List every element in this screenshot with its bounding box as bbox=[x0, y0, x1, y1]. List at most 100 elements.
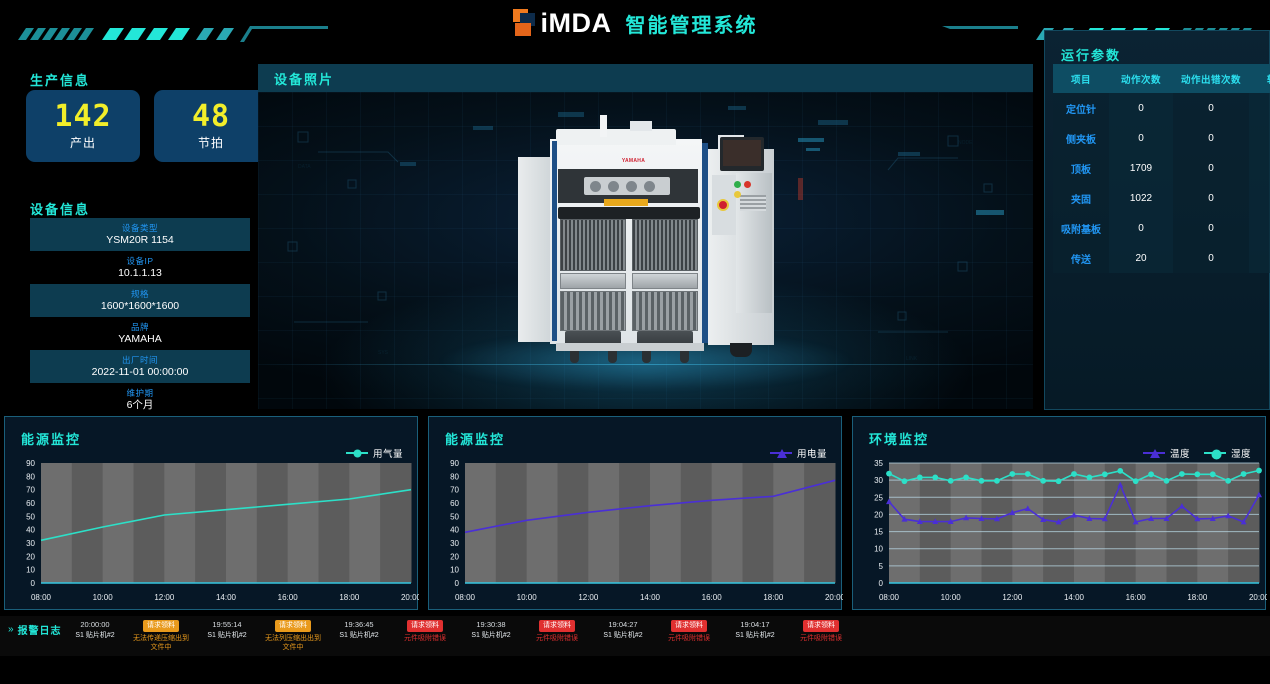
svg-text:0: 0 bbox=[455, 579, 460, 588]
chart-legend-gas: 用气量 bbox=[345, 446, 403, 460]
status-badge: 请求领料 bbox=[407, 620, 443, 632]
table-row[interactable]: 定位针 0 0 1 bbox=[1053, 93, 1270, 123]
param-name: 吸附基板 bbox=[1053, 213, 1109, 243]
list-item[interactable]: 19:55:14 S1 贴片机#2 bbox=[194, 620, 260, 640]
legend-label-power: 用电量 bbox=[796, 449, 827, 460]
svg-text:70: 70 bbox=[450, 486, 459, 495]
param-name: 顶板 bbox=[1053, 153, 1109, 183]
table-row[interactable]: 夹固 1022 0 1 bbox=[1053, 183, 1270, 213]
energy-power-chart-panel: 能源监控 用电量 0 10 20 30 40 50 60 70 80 90 08:00 10:00 12… bbox=[428, 416, 843, 610]
device-photo-panel: 设备照片 bbox=[258, 64, 1033, 409]
alarm-message: 无法列压缩出出到文件中 bbox=[265, 635, 321, 651]
alarm-log-items: 20:00:00 S1 贴片机#2 请求领料 无法传递压缩出到文件中 19:55… bbox=[62, 616, 854, 652]
device-info-title: 设备信息 bbox=[30, 202, 91, 217]
list-item[interactable]: 19:04:17 S1 贴片机#2 bbox=[722, 620, 788, 640]
svg-text:DATA: DATA bbox=[298, 164, 311, 170]
list-item[interactable]: 请求领料 元件吸附错误 bbox=[524, 620, 590, 643]
svg-text:14:00: 14:00 bbox=[1064, 593, 1085, 602]
svg-text:50: 50 bbox=[450, 512, 459, 521]
energy-gas-chart-panel: 能源监控 用气量 0 10 20 30 40 50 60 70 80 90 08:00 10:00 12… bbox=[4, 416, 419, 610]
list-item[interactable]: 19:30:38 S1 贴片机#2 bbox=[458, 620, 524, 640]
list-item[interactable]: 请求领料 无法传递压缩出到文件中 bbox=[128, 620, 194, 652]
device-info-row-maintenance: 维护期 6个月 bbox=[30, 383, 250, 416]
svg-text:30: 30 bbox=[450, 539, 459, 548]
kpi-cards: 142 产出 48 节拍 bbox=[26, 90, 268, 162]
param-track: 1 bbox=[1249, 213, 1270, 243]
legend-item-humidity[interactable]: 湿度 bbox=[1203, 446, 1251, 460]
alarm-log-header[interactable]: » 报警日志 bbox=[0, 616, 62, 637]
svg-text:10:00: 10:00 bbox=[941, 593, 962, 602]
col-header-action-count: 动作次数 bbox=[1109, 64, 1173, 93]
svg-text:90: 90 bbox=[26, 459, 35, 468]
chart-legend-power: 用电量 bbox=[769, 446, 827, 460]
svg-text:12:00: 12:00 bbox=[154, 593, 175, 602]
svg-text:20: 20 bbox=[450, 552, 459, 561]
param-track: 1 bbox=[1249, 153, 1270, 183]
svg-text:60: 60 bbox=[26, 499, 35, 508]
alarm-log-bar: » 报警日志 20:00:00 S1 贴片机#2 请求领料 无法传递压缩出到文件… bbox=[0, 616, 1270, 656]
list-item[interactable]: 请求领料 无法列压缩出出到文件中 bbox=[260, 620, 326, 652]
device-mfg-date-value: 2022-11-01 00:00:00 bbox=[91, 365, 189, 378]
legend-item-gas[interactable]: 用气量 bbox=[345, 446, 403, 460]
svg-text:0: 0 bbox=[31, 579, 36, 588]
list-item[interactable]: 请求领料 元件吸附错误 bbox=[392, 620, 458, 643]
circle-marker-icon bbox=[353, 449, 362, 458]
svg-text:50: 50 bbox=[26, 512, 35, 521]
legend-label-temperature: 温度 bbox=[1169, 449, 1190, 460]
svg-text:NODE: NODE bbox=[958, 140, 973, 146]
svg-text:08:00: 08:00 bbox=[879, 593, 900, 602]
table-row[interactable]: 吸附基板 0 0 1 bbox=[1053, 213, 1270, 243]
device-ip-value: 10.1.1.13 bbox=[118, 266, 162, 279]
svg-text:15: 15 bbox=[874, 528, 883, 537]
left-sidebar: 生产信息 142 产出 48 节拍 设备信息 设备类型 YSM20R 1154 … bbox=[0, 46, 268, 428]
device-spec-key: 规格 bbox=[130, 288, 149, 299]
table-row[interactable]: 侧夹板 0 0 1 bbox=[1053, 123, 1270, 153]
legend-line-icon bbox=[345, 449, 368, 458]
param-actions: 1022 bbox=[1109, 183, 1173, 213]
svg-text:5: 5 bbox=[879, 562, 884, 571]
svg-text:10:00: 10:00 bbox=[517, 593, 538, 602]
svg-text:25: 25 bbox=[874, 493, 883, 502]
device-info-row-spec: 规格 1600*1600*1600 bbox=[30, 284, 250, 317]
legend-item-power[interactable]: 用电量 bbox=[769, 446, 827, 460]
app-logo: iMDA bbox=[512, 9, 612, 37]
svg-text:SYS: SYS bbox=[378, 350, 389, 356]
param-track: 1 bbox=[1249, 93, 1270, 123]
svg-text:10: 10 bbox=[450, 566, 459, 575]
col-header-track: 轨道 bbox=[1249, 64, 1270, 93]
svg-text:40: 40 bbox=[26, 526, 35, 535]
operating-parameters-table: 项目 动作次数 动作出错次数 轨道 定位针 0 0 1 侧夹板 0 0 1 bbox=[1053, 64, 1270, 273]
chevron-right-icon: » bbox=[8, 624, 14, 635]
svg-text:20: 20 bbox=[874, 510, 883, 519]
alarm-device: S1 贴片机#2 bbox=[603, 632, 643, 639]
list-item[interactable]: 19:36:45 S1 贴片机#2 bbox=[326, 620, 392, 640]
svg-text:10: 10 bbox=[26, 566, 35, 575]
device-type-value: YSM20R 1154 bbox=[106, 233, 174, 246]
chart-title-gas: 能源监控 bbox=[21, 432, 82, 447]
chart-plot-gas[interactable]: 0 10 20 30 40 50 60 70 80 90 08:00 10:00 12:00 14:00 1… bbox=[5, 459, 419, 609]
alarm-device: S1 贴片机#2 bbox=[471, 632, 511, 639]
simda-logo-icon bbox=[512, 9, 539, 37]
legend-item-temperature[interactable]: 温度 bbox=[1142, 446, 1190, 460]
list-item[interactable]: 20:00:00 S1 贴片机#2 bbox=[62, 620, 128, 640]
svg-text:0: 0 bbox=[879, 579, 884, 588]
list-item[interactable]: 请求领料 元件吸附错误 bbox=[788, 620, 854, 643]
param-errors: 0 bbox=[1173, 243, 1249, 273]
alarm-log-title: 报警日志 bbox=[17, 626, 62, 637]
legend-line-icon bbox=[1142, 449, 1165, 458]
svg-text:12:00: 12:00 bbox=[1002, 593, 1023, 602]
table-row[interactable]: 传送 20 0 1 bbox=[1053, 243, 1270, 273]
kpi-card-output[interactable]: 142 产出 bbox=[26, 90, 140, 162]
status-badge: 请求领料 bbox=[143, 620, 179, 632]
table-row[interactable]: 顶板 1709 0 1 bbox=[1053, 153, 1270, 183]
status-badge: 请求领料 bbox=[275, 620, 311, 632]
svg-text:08:00: 08:00 bbox=[31, 593, 52, 602]
kpi-card-takt[interactable]: 48 节拍 bbox=[154, 90, 268, 162]
list-item[interactable]: 19:04:27 S1 贴片机#2 bbox=[590, 620, 656, 640]
device-info-row-brand: 品牌 YAMAHA bbox=[30, 317, 250, 350]
chart-plot-power[interactable]: 0 10 20 30 40 50 60 70 80 90 08:00 10:00 12:00 14:00 1… bbox=[429, 459, 843, 609]
list-item[interactable]: 请求领料 元件吸附错误 bbox=[656, 620, 722, 643]
alarm-message: 元件吸附错误 bbox=[800, 635, 842, 642]
param-track: 1 bbox=[1249, 183, 1270, 213]
chart-plot-environment[interactable]: 0 5 10 15 20 25 30 35 08:00 10:00 12:00 14:00 16:00 1… bbox=[853, 459, 1267, 609]
